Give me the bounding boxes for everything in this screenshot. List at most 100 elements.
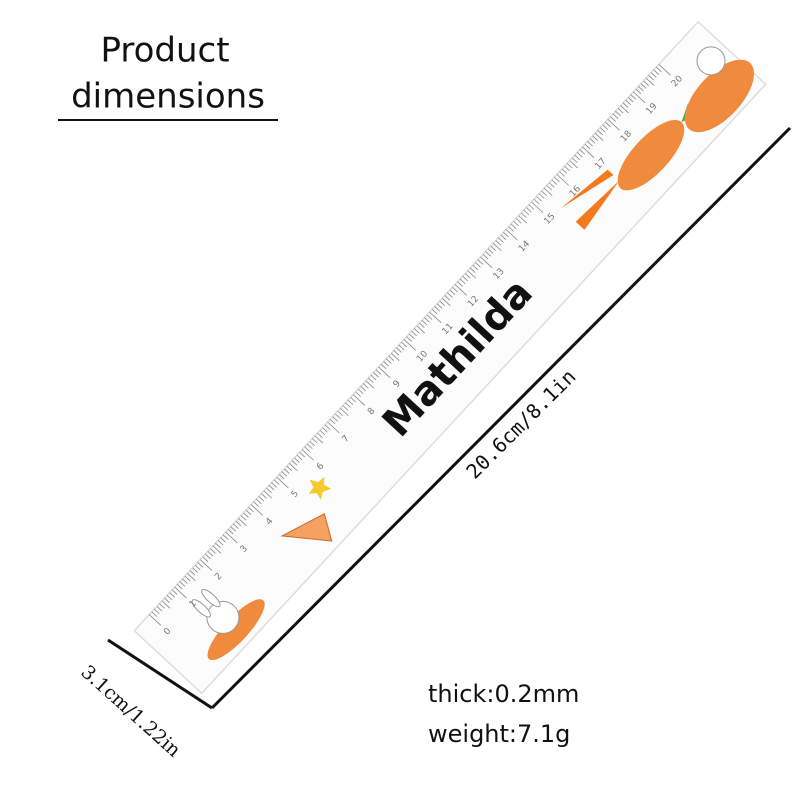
- ruler-tick: [345, 402, 351, 408]
- ruler-tick: [531, 201, 544, 214]
- ruler-tick: [589, 138, 596, 144]
- ruler-tick: [640, 83, 647, 89]
- ruler-tick: [192, 567, 198, 573]
- ruler-tick: [584, 143, 591, 150]
- ruler-tick: [199, 559, 213, 571]
- ruler-tick: [368, 377, 374, 384]
- ruler-tick: [385, 358, 392, 364]
- ruler-tick: [610, 116, 616, 122]
- ruler-tick: [620, 105, 629, 114]
- ruler-tick: [334, 413, 341, 419]
- ruler-tick: [518, 215, 527, 224]
- ruler-tick: [235, 520, 242, 527]
- ruler-tick: [638, 86, 644, 92]
- ruler-tick: [655, 66, 662, 73]
- ruler-tick: [207, 551, 214, 557]
- ruler-tick: [401, 341, 407, 348]
- ruler-tick: [467, 270, 477, 279]
- ruler-tick: [396, 347, 402, 353]
- ruler-tick: [324, 424, 331, 430]
- ruler-tick: [204, 553, 211, 560]
- ruler-number: 2: [213, 571, 224, 582]
- ruler-tick: [164, 597, 170, 604]
- ruler-tick: [355, 391, 361, 397]
- ruler-tick: [574, 154, 581, 161]
- ruler-tick: [306, 443, 313, 450]
- ruler-tick: [556, 174, 569, 186]
- ruler-tick: [309, 440, 316, 447]
- ruler-tick: [604, 121, 611, 128]
- ruler-tick: [571, 157, 578, 163]
- ruler-tick: [370, 374, 377, 381]
- ruler-tick: [447, 292, 453, 298]
- ruler-tick: [485, 251, 491, 257]
- ruler-tick: [477, 259, 484, 265]
- ruler-tick: [245, 509, 252, 516]
- ruler-tick: [169, 592, 175, 598]
- ruler-tick: [607, 119, 620, 131]
- ruler-tick: [490, 245, 497, 251]
- ruler-tick: [462, 275, 468, 282]
- ruler-tick: [365, 380, 375, 389]
- ruler-tick: [362, 383, 369, 389]
- ruler-tick: [622, 102, 629, 108]
- ruler-tick: [276, 476, 289, 489]
- ruler-number: 1: [188, 599, 199, 610]
- ruler-tick: [151, 611, 158, 617]
- ruler-tick: [340, 407, 349, 417]
- ruler-tick: [464, 273, 471, 279]
- ruler-tick: [266, 487, 272, 494]
- ruler-tick: [332, 416, 339, 422]
- ruler-tick: [319, 429, 326, 436]
- ruler-tick: [299, 451, 305, 458]
- ruler-tick: [561, 168, 568, 174]
- ruler-tick: [426, 314, 433, 320]
- ruler-tick: [233, 523, 239, 529]
- ruler-tick: [179, 581, 186, 587]
- ruler-tick: [289, 462, 298, 472]
- ruler-tick: [643, 80, 649, 86]
- ruler-tick: [424, 317, 430, 323]
- ruler-tick: [281, 471, 288, 477]
- ruler-tick: [597, 130, 604, 136]
- ruler-body: [133, 20, 767, 695]
- cone: [280, 476, 333, 542]
- ruler-tick: [322, 427, 328, 433]
- ruler-tick: [495, 240, 502, 246]
- ruler-tick: [263, 490, 273, 499]
- ruler-tick: [314, 435, 324, 444]
- ruler-number: 7: [341, 434, 352, 445]
- ruler-tick: [296, 454, 303, 461]
- ruler-tick: [520, 212, 527, 218]
- ruler-tick: [360, 385, 367, 392]
- ruler-tick: [510, 223, 517, 229]
- ruler-tick: [543, 187, 553, 196]
- ruler-tick: [184, 575, 191, 582]
- ruler-tick: [625, 99, 632, 106]
- ruler-tick: [449, 289, 456, 295]
- ruler-tick: [439, 300, 446, 306]
- ruler-tick: [238, 518, 247, 527]
- ruler-tick: [411, 330, 418, 337]
- ruler-tick: [176, 584, 183, 590]
- ruler-tick: [156, 606, 163, 612]
- ruler-tick: [380, 363, 387, 370]
- ruler-tick: [615, 110, 621, 117]
- ruler-tick: [171, 589, 178, 595]
- ruler-tick: [373, 372, 379, 378]
- ruler-tick: [627, 97, 634, 103]
- width-line: [107, 638, 213, 710]
- ruler-tick: [536, 196, 542, 202]
- carrots: [560, 46, 755, 230]
- ruler-tick: [587, 141, 593, 147]
- length-line: [210, 126, 792, 710]
- ruler-tick: [533, 198, 540, 205]
- ruler-tick: [658, 64, 671, 76]
- ruler-tick: [454, 284, 467, 296]
- ruler-tick: [383, 361, 390, 367]
- ruler-tick: [222, 534, 229, 540]
- ruler-tick: [212, 545, 222, 554]
- ruler-tick: [220, 537, 226, 543]
- ruler-tick: [342, 405, 349, 411]
- ruler-tick: [452, 286, 458, 293]
